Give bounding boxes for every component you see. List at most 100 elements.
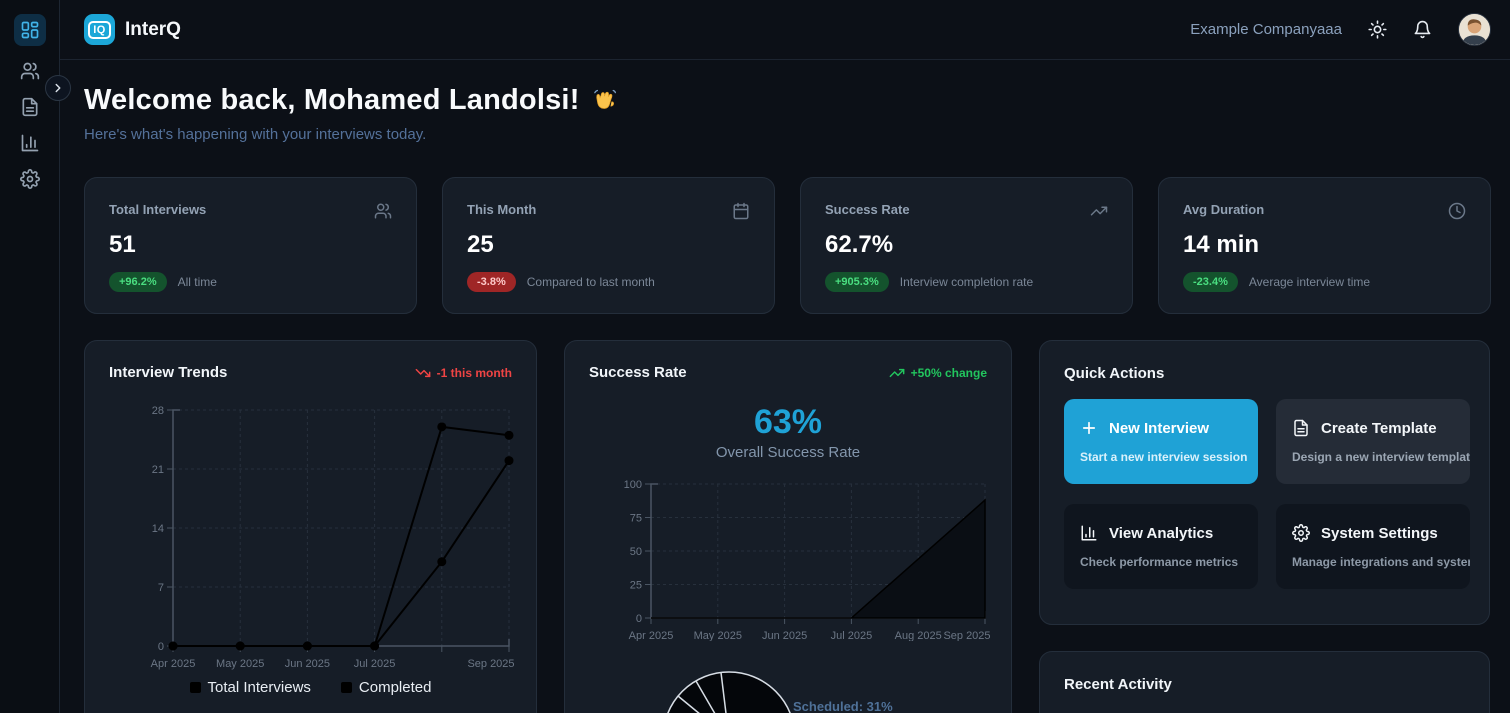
svg-text:Jul 2025: Jul 2025 xyxy=(831,630,873,641)
brand-name: InterQ xyxy=(125,18,181,40)
stat-value: 62.7% xyxy=(825,231,894,258)
card-title: Success Rate xyxy=(589,364,687,381)
svg-text:21: 21 xyxy=(152,464,164,476)
document-icon xyxy=(20,97,40,117)
stat-caption: Average interview time xyxy=(1248,275,1371,289)
bar-chart-icon xyxy=(20,133,40,153)
svg-text:Jun 2025: Jun 2025 xyxy=(285,658,330,670)
interview-trends-chart: 0 7 14 21 28 Apr 2025 May 2025 Jun 2025 Jul 2025… xyxy=(151,405,515,670)
overall-success-value: 63% xyxy=(753,403,823,441)
svg-text:Jul 2025: Jul 2025 xyxy=(354,658,396,670)
clock-icon xyxy=(1448,202,1466,220)
svg-text:25: 25 xyxy=(630,580,642,592)
main-content: Interview Trends -1 this month 0 7 14 21 28 A… xyxy=(84,340,1490,713)
stat-label: Avg Duration xyxy=(1183,202,1265,217)
stat-card-total-interviews: Total Interviews 51 +96.2% All time xyxy=(84,177,417,314)
svg-text:7: 7 xyxy=(158,582,164,594)
stat-badge: -23.4% xyxy=(1183,272,1238,292)
stat-caption: Interview completion rate xyxy=(899,275,1034,289)
bell-icon xyxy=(1413,20,1432,39)
svg-text:May 2025: May 2025 xyxy=(216,658,264,670)
topbar: IQ InterQ Example Companyaaa xyxy=(60,0,1510,60)
legend-swatch xyxy=(340,682,352,693)
view-analytics-button[interactable]: View Analytics Check performance metrics xyxy=(1064,504,1258,589)
sidebar xyxy=(0,0,60,713)
stat-label: This Month xyxy=(467,202,537,217)
dashboard-grid-icon xyxy=(20,20,40,40)
legend-item: Total Interviews xyxy=(189,679,311,696)
pie-slice-label: Scheduled: 31% xyxy=(793,699,893,713)
svg-text:100: 100 xyxy=(624,479,642,491)
svg-text:0: 0 xyxy=(158,641,164,653)
avatar-photo xyxy=(1459,14,1490,45)
status-pie-chart xyxy=(667,671,791,713)
create-template-button[interactable]: Create Template Design a new interview t… xyxy=(1276,399,1470,484)
new-interview-button[interactable]: New Interview Start a new interview sess… xyxy=(1064,399,1258,484)
stat-value: 51 xyxy=(109,231,136,258)
sun-icon xyxy=(1368,20,1387,39)
sidebar-item-settings[interactable] xyxy=(14,163,46,195)
svg-text:0: 0 xyxy=(636,613,642,625)
legend-swatch xyxy=(189,682,201,693)
sidebar-item-candidates[interactable] xyxy=(14,55,46,87)
svg-text:Jun 2025: Jun 2025 xyxy=(762,630,807,641)
users-icon xyxy=(374,202,392,220)
legend-item: Completed xyxy=(340,679,431,696)
svg-text:Sep 2025: Sep 2025 xyxy=(467,658,514,670)
interview-trends-card: Interview Trends -1 this month 0 7 14 21 28 A… xyxy=(84,340,537,713)
stat-value: 14 min xyxy=(1183,231,1260,258)
welcome-header: Welcome back, Mohamed Landolsi! Here's w… xyxy=(84,84,618,143)
change-indicator: +50% change xyxy=(889,365,987,381)
svg-text:Aug 2025: Aug 2025 xyxy=(895,630,942,641)
system-settings-button[interactable]: System Settings Manage integrations and … xyxy=(1276,504,1470,589)
stat-card-avg-duration: Avg Duration 14 min -23.4% Average inter… xyxy=(1158,177,1491,314)
card-title: Quick Actions xyxy=(1064,365,1165,382)
stat-badge: -3.8% xyxy=(467,272,516,292)
right-column: Quick Actions New Interview Start a new … xyxy=(1039,340,1490,713)
success-rate-card: Success Rate +50% change 63% Overall Suc… xyxy=(564,340,1012,713)
svg-text:14: 14 xyxy=(152,523,164,535)
quick-actions-card: Quick Actions New Interview Start a new … xyxy=(1039,340,1490,625)
svg-text:50: 50 xyxy=(630,546,642,558)
success-rate-chart: 0 25 50 75 100 Apr 2025 May 2025 Jun 2025 Jul 20… xyxy=(624,479,991,641)
chart-legend: Total Interviews Completed xyxy=(85,679,536,696)
gear-icon xyxy=(20,169,40,189)
trend-indicator: -1 this month xyxy=(415,365,512,381)
svg-text:28: 28 xyxy=(152,405,164,417)
stat-card-success-rate: Success Rate 62.7% +905.3% Interview com… xyxy=(800,177,1133,314)
svg-text:Sep 2025: Sep 2025 xyxy=(943,630,990,641)
sidebar-item-analytics[interactable] xyxy=(14,127,46,159)
svg-text:May 2025: May 2025 xyxy=(694,630,742,641)
users-icon xyxy=(20,61,40,81)
plus-icon xyxy=(1080,419,1098,437)
theme-toggle-button[interactable] xyxy=(1368,20,1387,39)
user-avatar[interactable] xyxy=(1458,13,1491,46)
sidebar-item-templates[interactable] xyxy=(14,91,46,123)
recent-activity-card: Recent Activity xyxy=(1039,651,1490,713)
card-title: Interview Trends xyxy=(109,364,228,381)
stat-badge: +905.3% xyxy=(825,272,889,292)
card-title: Recent Activity xyxy=(1064,676,1172,693)
sidebar-expand-button[interactable] xyxy=(45,75,71,101)
stat-card-this-month: This Month 25 -3.8% Compared to last mon… xyxy=(442,177,775,314)
stat-value: 25 xyxy=(467,231,494,258)
waving-hand-icon xyxy=(590,87,618,115)
svg-text:Apr 2025: Apr 2025 xyxy=(629,630,674,641)
stat-label: Success Rate xyxy=(825,202,910,217)
page-subtitle: Here's what's happening with your interv… xyxy=(84,126,427,143)
stat-caption: Compared to last month xyxy=(526,275,655,289)
trending-up-icon xyxy=(1090,202,1108,220)
trending-up-icon xyxy=(889,365,905,381)
page-title: Welcome back, Mohamed Landolsi! xyxy=(84,84,618,117)
company-name: Example Companyaaa xyxy=(1190,21,1342,38)
stat-badge: +96.2% xyxy=(109,272,167,292)
document-icon xyxy=(1292,419,1310,437)
stat-caption: All time xyxy=(177,275,217,289)
trending-down-icon xyxy=(415,365,431,381)
svg-text:Apr 2025: Apr 2025 xyxy=(151,658,196,670)
overall-success-label: Overall Success Rate xyxy=(715,444,861,461)
notifications-button[interactable] xyxy=(1413,20,1432,39)
gear-icon xyxy=(1292,524,1310,542)
sidebar-item-dashboard[interactable] xyxy=(14,14,46,46)
chevron-right-icon xyxy=(51,81,65,95)
